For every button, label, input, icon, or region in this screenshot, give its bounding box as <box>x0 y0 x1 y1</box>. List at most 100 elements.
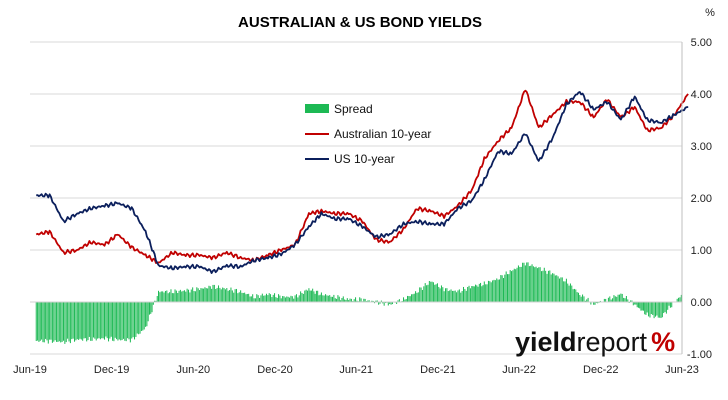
spread-bar <box>185 291 187 302</box>
spread-bar <box>314 293 316 302</box>
spread-bar <box>136 302 138 334</box>
spread-bar <box>116 302 118 340</box>
spread-bar <box>539 267 541 302</box>
spread-bar <box>430 281 432 302</box>
spread-bar <box>159 292 161 302</box>
spread-bar <box>627 299 629 302</box>
spread-bar <box>364 298 366 302</box>
spread-bar <box>121 302 123 341</box>
spread-bar <box>635 302 637 305</box>
spread-bar <box>363 298 365 302</box>
spread-bar <box>142 302 144 331</box>
spread-bar <box>428 280 430 302</box>
spread-bar <box>263 295 265 302</box>
spread-bar <box>127 302 129 339</box>
spread-bar <box>117 302 119 341</box>
spread-bar <box>178 290 180 302</box>
spread-bar <box>235 288 237 302</box>
spread-bar <box>170 289 172 302</box>
spread-bar <box>95 302 97 341</box>
spread-bar <box>607 297 609 302</box>
spread-bar <box>49 302 51 340</box>
spread-bar <box>565 278 567 302</box>
spread-bar <box>497 279 499 302</box>
series-line-us-10-year <box>36 91 689 274</box>
spread-bar <box>148 302 150 315</box>
spread-bar <box>668 302 670 306</box>
spread-bar <box>403 297 405 302</box>
spread-bar <box>174 289 176 302</box>
spread-bar <box>435 284 437 302</box>
spread-bar <box>167 293 169 302</box>
spread-bar <box>150 302 152 314</box>
spread-bar <box>680 294 682 302</box>
spread-bar <box>53 302 55 342</box>
spread-bar <box>99 302 101 340</box>
spread-bar <box>60 302 62 343</box>
spread-bar <box>572 289 574 302</box>
spread-bar <box>583 296 585 302</box>
spread-bar <box>387 302 389 306</box>
spread-bar <box>641 302 643 311</box>
spread-bar <box>173 293 175 302</box>
spread-bar <box>648 302 650 317</box>
spread-bar <box>291 296 293 302</box>
spread-bar <box>383 302 385 306</box>
spread-bar <box>94 302 96 339</box>
spread-bar <box>659 302 661 318</box>
spread-bar <box>200 288 202 302</box>
spread-bar <box>563 281 565 302</box>
spread-bar <box>56 302 58 342</box>
spread-bar <box>181 291 183 302</box>
spread-bar <box>72 302 74 339</box>
spread-bar <box>160 291 162 302</box>
spread-bar <box>438 286 440 302</box>
spread-bar <box>642 302 644 311</box>
spread-bar <box>131 302 133 339</box>
spread-bar <box>645 302 647 315</box>
spread-bar <box>330 296 332 302</box>
spread-bar <box>233 292 235 302</box>
spread-bar <box>313 291 315 302</box>
spread-bar <box>564 281 566 302</box>
spread-bar <box>405 299 407 302</box>
spread-bar <box>568 285 570 302</box>
spread-bar <box>582 294 584 302</box>
spread-bar <box>67 302 69 339</box>
spread-bar <box>458 289 460 302</box>
spread-bar <box>207 288 209 302</box>
spread-bar <box>439 288 441 302</box>
spread-bar <box>41 302 43 340</box>
spread-bar <box>431 281 433 302</box>
spread-bar <box>614 296 616 302</box>
legend-item-australian-10-year: Australian 10-year <box>305 127 431 141</box>
spread-bar <box>654 302 656 317</box>
spread-bar <box>270 294 272 302</box>
spread-bar <box>329 295 331 302</box>
spread-bar <box>45 302 47 339</box>
spread-bar <box>492 280 494 302</box>
spread-bar <box>541 271 543 302</box>
spread-bar <box>344 299 346 302</box>
spread-bar <box>114 302 116 338</box>
spread-bar <box>61 302 63 342</box>
x-tick-labels: Jun-19 Dec-19 Jun-20 Dec-20 Jun-21 Dec-21 Jun-… <box>13 364 699 376</box>
spread-bar <box>252 294 254 302</box>
spread-bar <box>337 295 339 302</box>
spread-bar <box>182 290 184 302</box>
spread-bar <box>315 290 317 302</box>
spread-bar <box>360 298 362 302</box>
spread-bar <box>272 294 274 302</box>
spread-bar <box>162 291 164 302</box>
spread-bar <box>276 297 278 302</box>
spread-bar <box>283 296 285 302</box>
spread-bar <box>446 288 448 302</box>
spread-bar <box>634 302 636 305</box>
spread-bar <box>421 289 423 302</box>
spread-bar <box>553 273 555 302</box>
spread-bar <box>302 293 304 302</box>
spread-bar <box>667 302 669 310</box>
spread-bar <box>378 302 380 305</box>
spread-bar <box>62 302 64 341</box>
spread-bar <box>576 292 578 302</box>
